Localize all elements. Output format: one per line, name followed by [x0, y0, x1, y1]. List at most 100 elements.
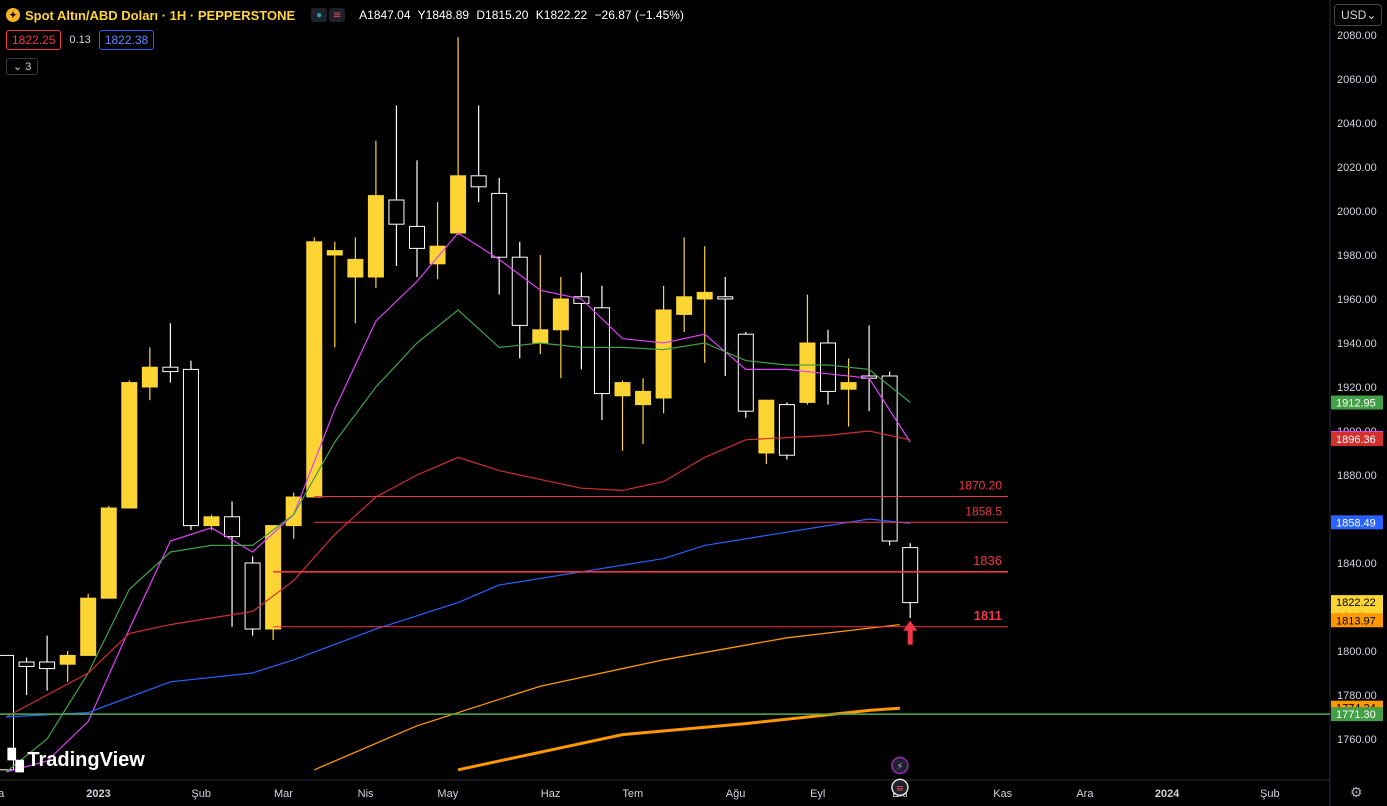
level-label: 1870.20 [959, 479, 1003, 493]
price-tick-label: 1880.00 [1337, 470, 1377, 482]
lightning-icon-circle [891, 756, 909, 775]
price-tag-value: 1822.22 [1336, 597, 1376, 609]
candle-body [820, 342, 836, 392]
price-tick-label: 1760.00 [1337, 734, 1377, 746]
candle-body [737, 333, 754, 412]
candle [162, 323, 179, 383]
candle [100, 505, 117, 599]
price-tick-label: 1800.00 [1337, 646, 1377, 658]
candle-body [326, 250, 343, 256]
candle-body [347, 258, 364, 278]
candle [593, 285, 610, 420]
candle-body [614, 382, 631, 397]
price-tag: 1858.49 [1331, 515, 1383, 530]
candle [470, 105, 487, 203]
candle-body [80, 597, 97, 656]
candle [717, 277, 734, 376]
candle-body [511, 256, 528, 326]
candle [552, 277, 569, 379]
price-tag-value: 1896.36 [1336, 434, 1376, 446]
currency-selector[interactable]: USD ⌄ [1334, 4, 1382, 26]
candle-body [18, 661, 35, 667]
candle [224, 501, 241, 627]
price-tag-bg [1331, 432, 1383, 447]
price-tag: 1896.36 [1331, 432, 1383, 447]
sell-button[interactable]: 1822.25 [6, 30, 62, 50]
moving-average-line [314, 623, 900, 771]
time-tick-label: Haz [541, 788, 561, 800]
candle-body [758, 399, 775, 454]
time-tick-label: Şub [1260, 788, 1280, 800]
chart-legend: ✦ Spot Altın/ABD Doları · 1H · PEPPERSTO… [6, 6, 688, 24]
candle [306, 237, 323, 498]
time-tick-label: Ara [1076, 788, 1094, 800]
candle [388, 105, 405, 266]
price-axis: 1760.001780.001800.001820.001840.001860.… [1337, 30, 1377, 746]
time-tick-label: Tem [622, 788, 643, 800]
candle-body [778, 404, 795, 456]
price-tag-bg [1331, 515, 1383, 530]
price-tag-value: 1912.95 [1336, 398, 1376, 410]
candle-body [162, 366, 179, 373]
candle [758, 399, 775, 464]
symbol-title[interactable]: Spot Altın/ABD Doları · 1H · PEPPERSTONE [25, 7, 296, 23]
candle-body [409, 225, 425, 249]
candle-body [552, 298, 569, 331]
candle [491, 178, 508, 295]
candle-body [902, 547, 919, 604]
time-axis: Ara2023ŞubMarNisMayHazTemAğuEylEkiKasAra… [0, 788, 1280, 800]
price-tag-value: 1858.49 [1336, 517, 1376, 529]
time-tick-label: Nis [358, 788, 374, 800]
candle [511, 241, 528, 359]
time-tick-label: May [437, 788, 458, 800]
indicators-count: 3 [25, 61, 32, 73]
indicators-toggle[interactable]: ⌄ 3 [6, 58, 39, 75]
candle-body [532, 329, 549, 344]
data-status-icon[interactable]: ≋ [329, 8, 346, 22]
tradingview-logo[interactable]: ▚ TradingView [8, 748, 145, 773]
arrow-up-icon [903, 620, 918, 645]
price-tick-label: 2020.00 [1337, 162, 1377, 174]
close-value: K1822.22 [535, 8, 588, 22]
price-tag-value: 1771.30 [1336, 709, 1376, 721]
candle [326, 241, 343, 348]
candle [573, 272, 590, 370]
candle [367, 140, 384, 288]
level-label: 1858.5 [965, 504, 1002, 518]
high-value: Y1848.89 [417, 8, 470, 22]
candle [429, 202, 446, 280]
price-tick-label: 2040.00 [1337, 118, 1377, 130]
level-label: 1811 [974, 608, 1002, 623]
candle [532, 255, 549, 354]
time-tick-label: Ağu [726, 788, 746, 800]
buy-button[interactable]: 1822.38 [98, 30, 155, 50]
candle [840, 358, 857, 427]
candle-body [491, 192, 508, 258]
logo-text: TradingView [27, 749, 145, 771]
price-tag: 1813.97 [1331, 613, 1383, 628]
price-tick-label: 1780.00 [1337, 690, 1377, 702]
moving-average-line [5, 518, 911, 718]
tv-logo-icon: ▚ [8, 750, 23, 772]
candle [182, 360, 199, 530]
us-flag-icon-glyph: ≡ [896, 783, 904, 794]
price-tick-label: 1840.00 [1337, 558, 1377, 570]
candle [0, 654, 14, 771]
market-status-icon[interactable]: ● [311, 8, 328, 22]
candle [635, 378, 652, 445]
gold-coin-icon: ✦ [6, 8, 20, 22]
gear-icon[interactable]: ⚙ [1350, 784, 1363, 800]
time-tick-label: Ara [0, 788, 5, 800]
candle [799, 294, 816, 405]
candle-body [224, 516, 241, 538]
lightning-icon-glyph: ⚡ [896, 761, 903, 772]
price-tick-label: 2000.00 [1337, 206, 1377, 218]
price-tag-value: 1813.97 [1336, 615, 1376, 627]
candle [59, 651, 76, 682]
time-tick-label: Mar [274, 788, 293, 800]
candle-body [182, 368, 199, 527]
change-value: −26.87 (−1.45%) [594, 8, 684, 22]
candle [18, 657, 35, 695]
moving-average-line [5, 309, 911, 773]
